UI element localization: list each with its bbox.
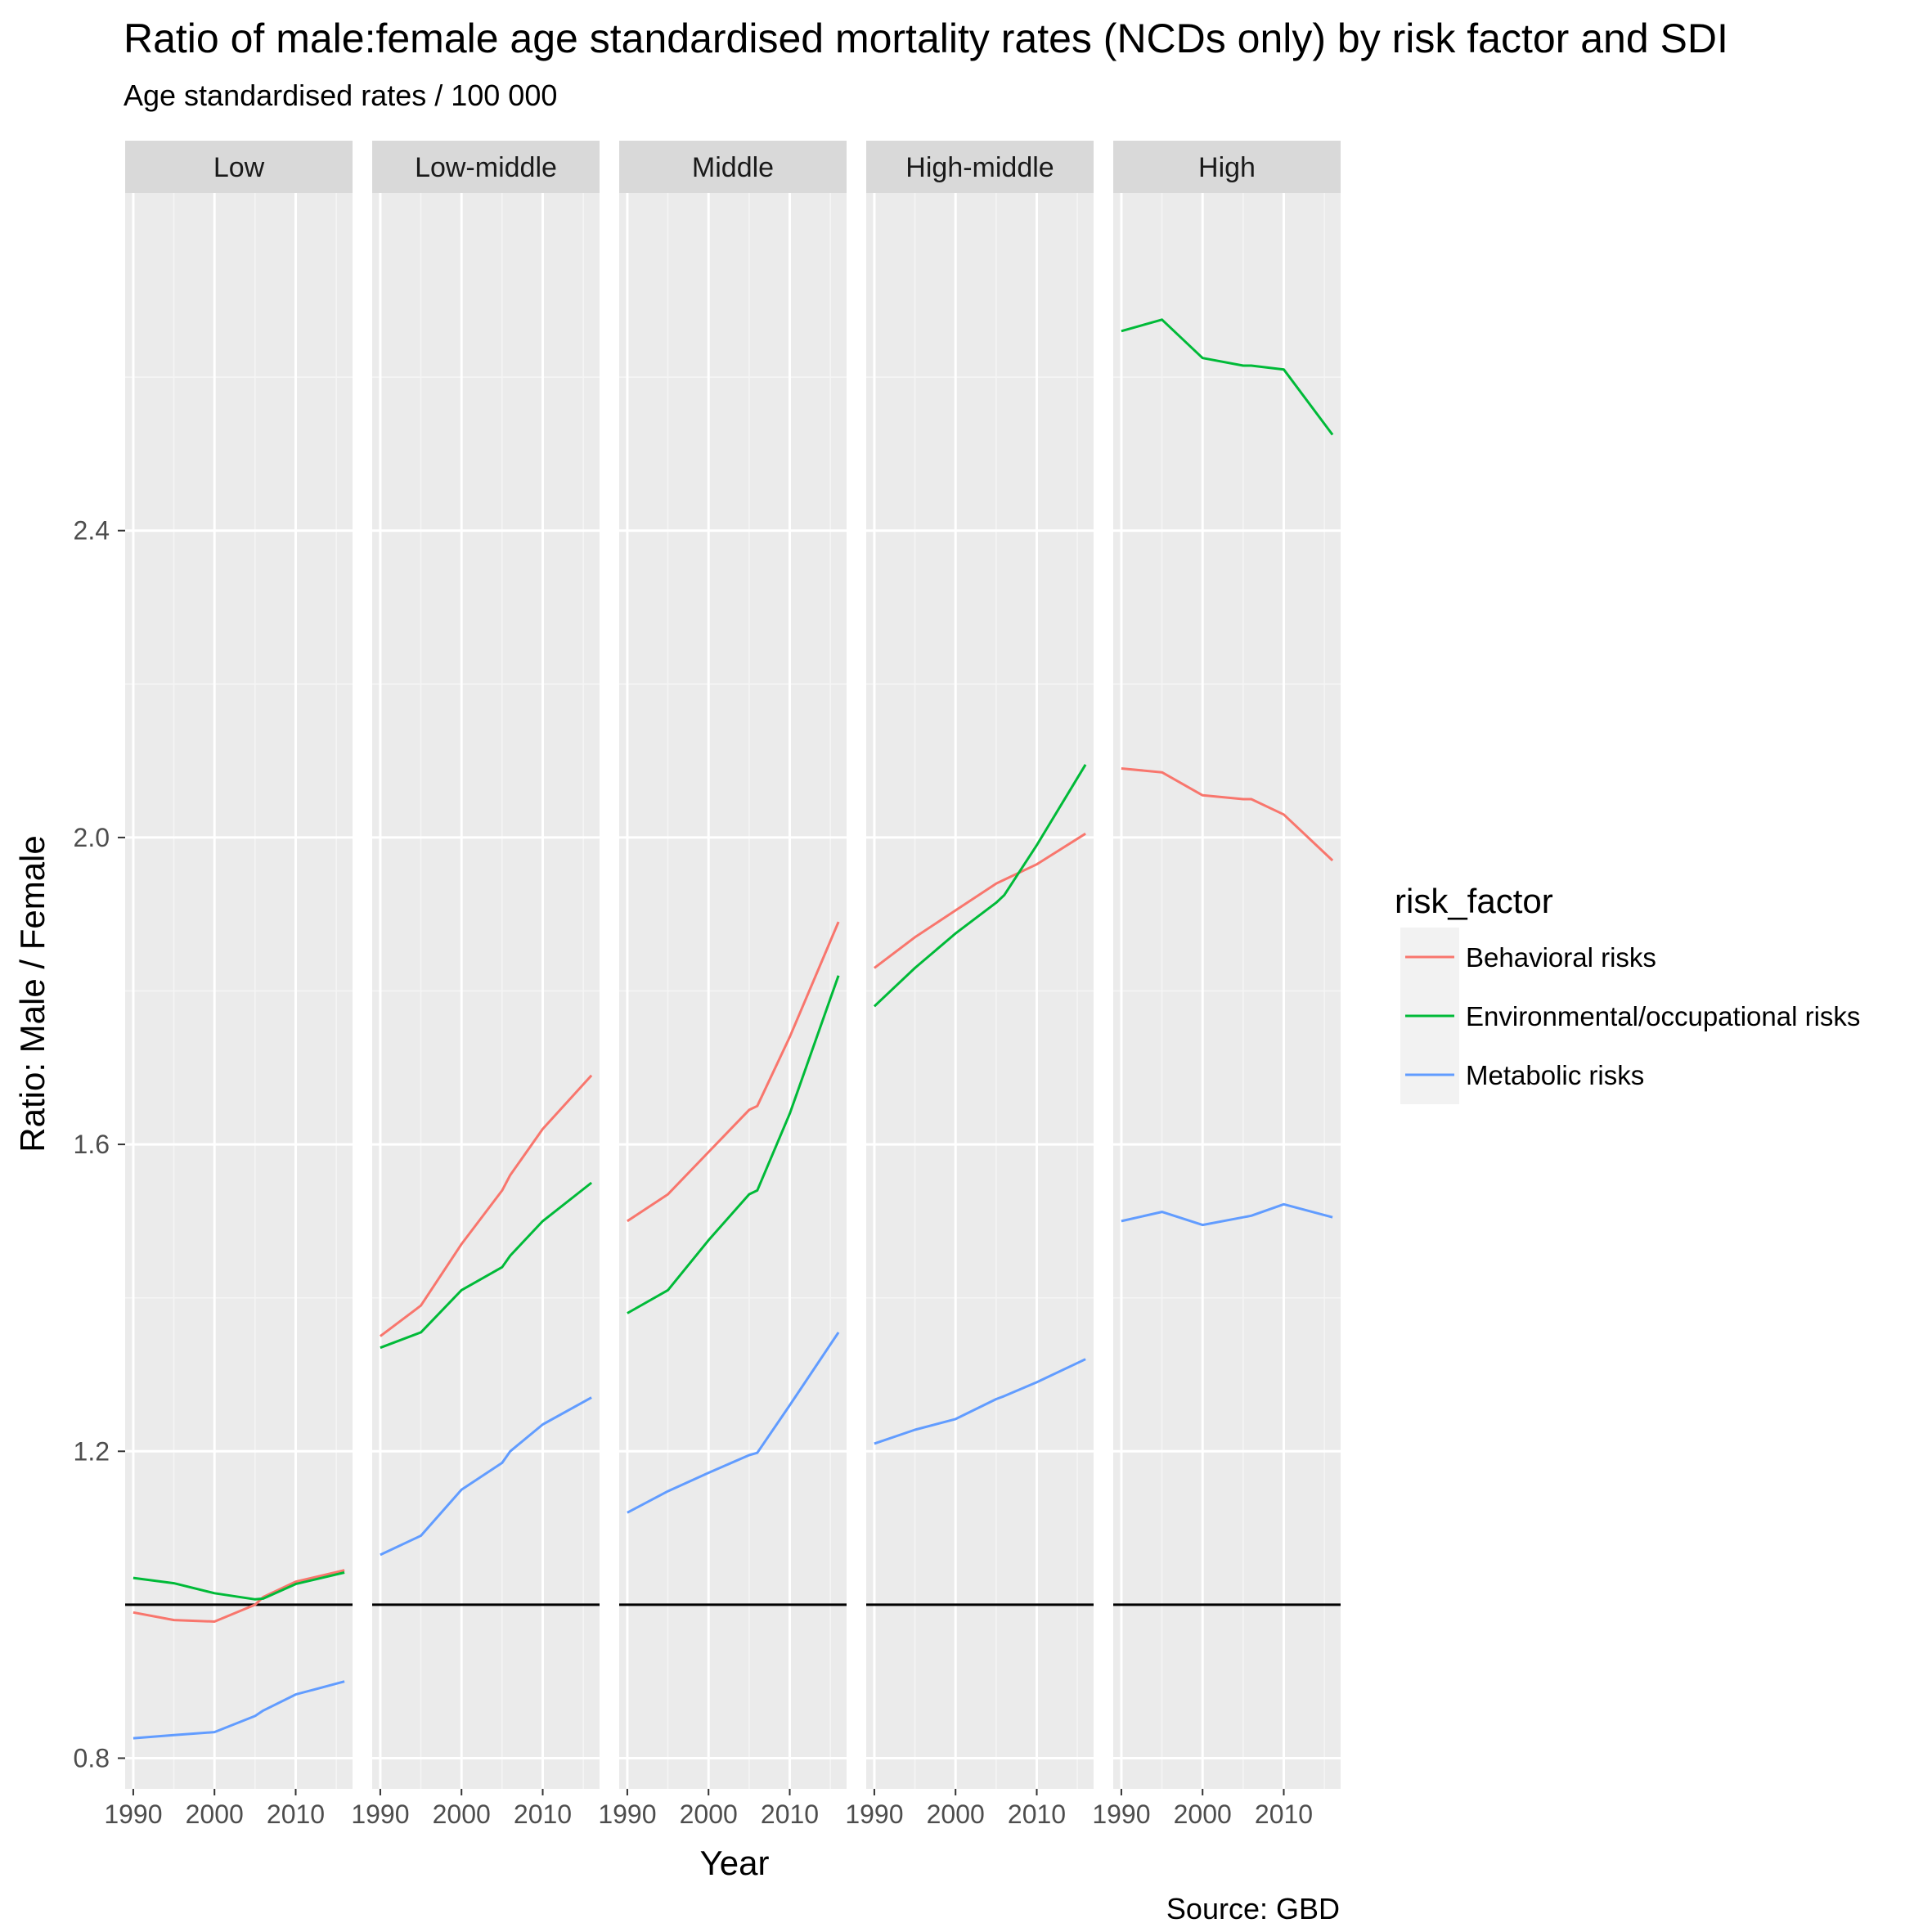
x-tick-label: 1990 [104, 1799, 162, 1829]
facet-strip-label: Middle [692, 152, 774, 183]
facet-strip [1113, 141, 1341, 193]
facet-strip-label: High [1198, 152, 1256, 183]
series-line-environmental-occupational-risks [380, 1181, 593, 1350]
legend-item-label: Metabolic risks [1466, 1060, 1644, 1090]
series-line-environmental-occupational-risks [133, 1571, 345, 1601]
chart-title: Ratio of male:female age standardised mo… [124, 16, 1728, 61]
series-line-behavioral-risks [379, 1074, 593, 1337]
x-tick-label: 2000 [927, 1799, 985, 1829]
x-tick-label: 1990 [598, 1799, 656, 1829]
y-tick-label: 1.6 [74, 1130, 110, 1159]
x-tick-label: 2010 [1008, 1799, 1066, 1829]
series-line-metabolic-risks [874, 1358, 1086, 1445]
facet-strip-label: Low [213, 152, 265, 183]
x-tick-label: 2000 [186, 1799, 244, 1829]
x-tick-label: 2010 [761, 1799, 819, 1829]
x-axis-title: Year [700, 1844, 770, 1882]
y-tick-label: 2.4 [74, 516, 110, 546]
x-tick-label: 2000 [433, 1799, 491, 1829]
series-line-behavioral-risks [627, 921, 840, 1223]
series-line-metabolic-risks [627, 1332, 840, 1514]
facet-strip [372, 141, 600, 193]
x-tick-label: 1990 [845, 1799, 903, 1829]
facet-panel-low: Low 1990 2000 2010 [104, 141, 353, 1829]
x-tick-label: 1990 [1092, 1799, 1150, 1829]
x-tick-label: 2000 [680, 1799, 738, 1829]
series-line-environmental-occupational-risks [627, 975, 840, 1314]
y-tick-label: 2.0 [74, 823, 110, 852]
legend-item-label: Environmental/occupational risks [1466, 1001, 1860, 1031]
legend: risk_factor Behavioral risks Environmenta… [1395, 882, 1860, 1104]
x-tick-label: 2010 [267, 1799, 325, 1829]
chart-subtitle: Age standardised rates / 100 000 [124, 79, 558, 112]
series-line-behavioral-risks [133, 1569, 345, 1623]
series-line-metabolic-risks [380, 1396, 592, 1557]
series-line-environmental-occupational-risks [1121, 318, 1334, 436]
x-tick-label: 2010 [1255, 1799, 1313, 1829]
facet-strip-label: Low-middle [415, 152, 557, 183]
facet-strip [866, 141, 1094, 193]
y-axis-title: Ratio: Male / Female [13, 835, 52, 1152]
facet-panel-high-middle: High-middle 1990 2000 2010 [845, 141, 1094, 1829]
x-tick-label: 2010 [514, 1799, 572, 1829]
series-line-metabolic-risks [1121, 1202, 1333, 1227]
legend-item-label: Behavioral risks [1466, 942, 1656, 973]
x-tick-label: 1990 [351, 1799, 409, 1829]
facet-panel-high: High 1990 2000 2010 [1092, 141, 1341, 1829]
y-tick-label: 0.8 [74, 1743, 110, 1772]
y-tick-label: 1.2 [74, 1436, 110, 1466]
facet-panel-low-middle: Low-middle 1990 2000 2010 [351, 141, 600, 1829]
facet-strip [125, 141, 353, 193]
x-tick-label: 2000 [1174, 1799, 1232, 1829]
series-line-behavioral-risks [873, 832, 1086, 969]
legend-title: risk_factor [1395, 882, 1553, 920]
chart-caption: Source: GBD [1166, 1892, 1340, 1925]
facet-panel-middle: Middle 1990 2000 2010 [598, 141, 847, 1829]
facet-strip [619, 141, 847, 193]
series-line-environmental-occupational-risks [873, 764, 1087, 1008]
series-line-metabolic-risks [133, 1680, 345, 1740]
facet-strip-label: High-middle [905, 152, 1054, 183]
series-line-behavioral-risks [1121, 767, 1334, 862]
y-axis: 0.8 1.2 1.6 2.0 2.4 [74, 516, 125, 1772]
